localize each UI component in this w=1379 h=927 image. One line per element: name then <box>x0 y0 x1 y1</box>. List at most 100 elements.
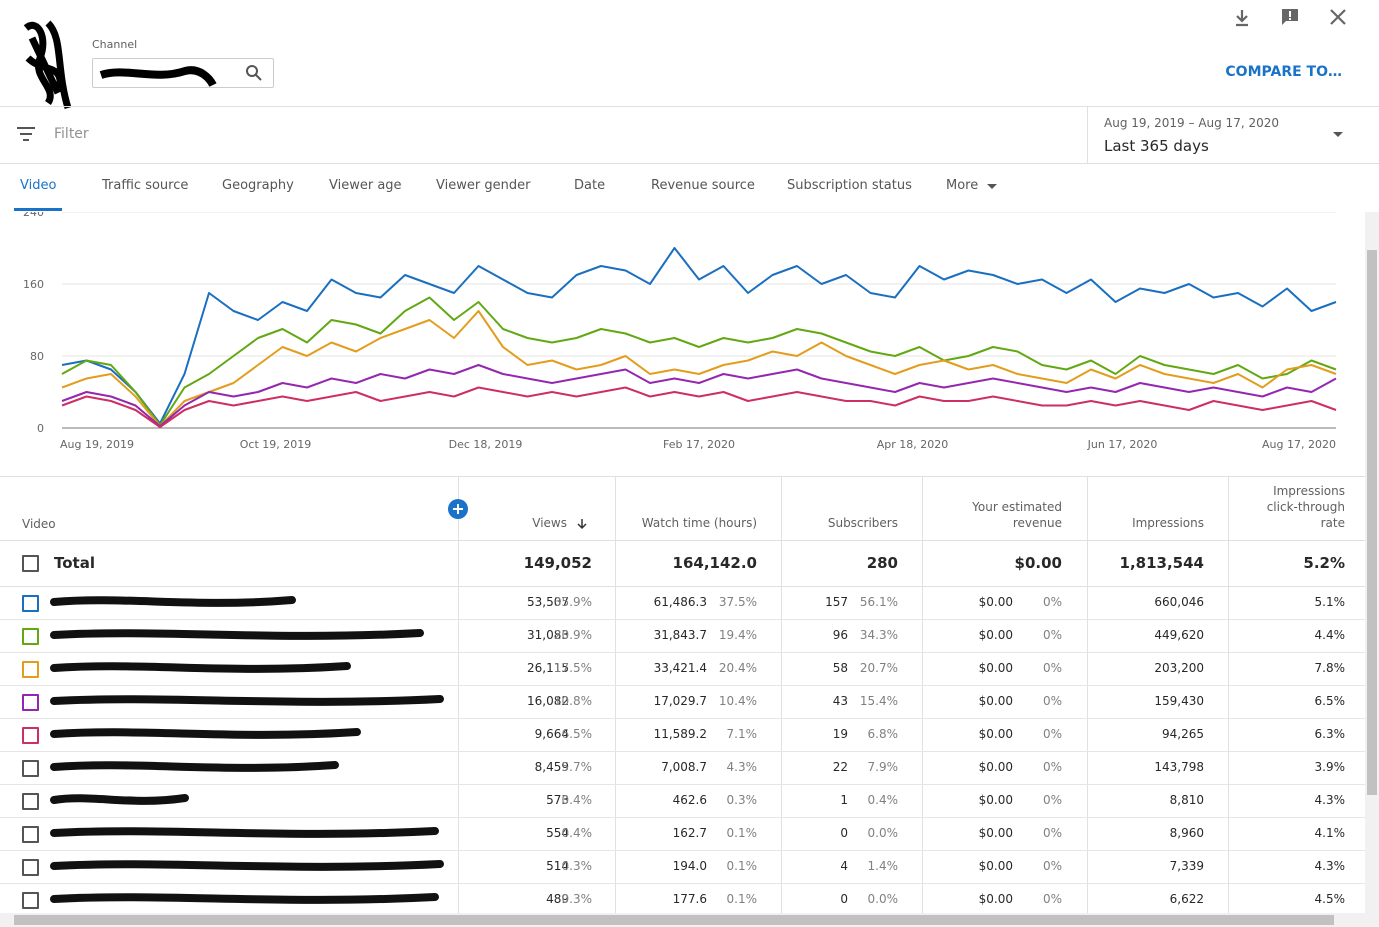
redaction <box>50 728 361 739</box>
checkbox[interactable] <box>22 826 39 843</box>
arrow <box>987 184 997 189</box>
total-label: Total <box>54 554 95 572</box>
video-title-redacted[interactable] <box>50 656 450 682</box>
column-header[interactable]: Watch time (hours) <box>641 516 757 530</box>
cell-value: 58 <box>832 661 848 675</box>
tab[interactable]: More <box>946 178 979 193</box>
total-value: 1,813,544 <box>1119 554 1204 572</box>
video-title-redacted[interactable] <box>50 623 450 649</box>
checkbox[interactable] <box>22 661 39 678</box>
cell-value: $0.00 <box>978 694 1013 708</box>
cell-value: 8,960 <box>1169 826 1204 840</box>
more-arrow[interactable] <box>986 183 998 191</box>
search-icon[interactable] <box>245 64 263 82</box>
cell-value: $0.00 <box>978 760 1013 774</box>
cell-value: $0.00 <box>978 727 1013 741</box>
period-select[interactable]: Last 365 days <box>1104 137 1209 155</box>
cell-percent: 37.5% <box>718 595 757 609</box>
video-title-redacted[interactable] <box>50 590 450 616</box>
filter-icon[interactable] <box>16 126 36 142</box>
cell-value: 11,589.2 <box>653 727 707 741</box>
cell-value: $0.00 <box>978 826 1013 840</box>
cell-value: $0.00 <box>978 628 1013 642</box>
cell-value: 31,083 <box>527 628 569 642</box>
divider <box>0 476 1365 477</box>
y-tick-label: 80 <box>30 350 44 363</box>
cell-value: 17,029.7 <box>653 694 707 708</box>
cell-value: 7,008.7 <box>661 760 707 774</box>
horizontal-scrollbar[interactable] <box>0 913 1365 927</box>
cell-percent: 6.5% <box>561 727 593 741</box>
cell-value: 203,200 <box>1154 661 1204 675</box>
total-value: $0.00 <box>1014 554 1062 572</box>
tab[interactable]: Date <box>574 178 606 193</box>
cell-value: $0.00 <box>978 793 1013 807</box>
tab[interactable]: Traffic source <box>102 178 189 193</box>
download-icon[interactable] <box>1232 8 1252 28</box>
cell-value: 514 <box>546 859 569 873</box>
feedback-icon[interactable] <box>1280 7 1300 27</box>
divider <box>0 163 1379 164</box>
cell-value: 16,082 <box>527 694 569 708</box>
cell-value: 0 <box>840 826 848 840</box>
sort-arrow[interactable] <box>576 518 588 530</box>
checkbox[interactable] <box>22 628 39 645</box>
video-title-redacted[interactable] <box>50 887 450 913</box>
cell-percent: 0% <box>1042 760 1062 774</box>
checkbox[interactable] <box>22 727 39 744</box>
checkbox[interactable] <box>22 760 39 777</box>
cell-value: 4 <box>840 859 848 873</box>
cell-value: 4.1% <box>1314 826 1346 840</box>
cell-percent: 7.1% <box>726 727 758 741</box>
video-title-redacted[interactable] <box>50 755 450 781</box>
video-title-redacted[interactable] <box>50 788 450 814</box>
checkbox[interactable] <box>22 859 39 876</box>
video-title-redacted[interactable] <box>50 722 450 748</box>
column-divider <box>1228 477 1229 913</box>
divider <box>0 540 1365 541</box>
scroll-thumb[interactable] <box>1367 250 1377 795</box>
channel-search[interactable] <box>92 58 274 88</box>
dropdown-arrow[interactable] <box>1332 131 1344 139</box>
cell-percent: 0% <box>1042 826 1062 840</box>
column-header[interactable]: Subscribers <box>827 516 898 530</box>
channel-label: Channel <box>92 38 138 51</box>
x-tick-label: Jun 17, 2020 <box>1087 438 1158 451</box>
checkbox[interactable] <box>22 892 39 909</box>
tab[interactable]: Subscription status <box>787 178 912 193</box>
add-metric-button[interactable] <box>447 498 469 520</box>
checkbox[interactable] <box>22 694 39 711</box>
cell-value: 177.6 <box>672 892 707 906</box>
cell-value: 554 <box>546 826 569 840</box>
checkbox[interactable] <box>22 555 39 572</box>
cell-value: 5.1% <box>1314 595 1346 609</box>
tab[interactable]: Viewer gender <box>436 178 531 193</box>
close-icon[interactable] <box>1328 7 1348 27</box>
tab[interactable]: Geography <box>222 178 294 193</box>
checkbox[interactable] <box>22 595 39 612</box>
cell-percent: 35.9% <box>553 595 592 609</box>
cell-value: 0 <box>840 892 848 906</box>
column-header[interactable]: Impressions click-through rate <box>1266 484 1345 530</box>
cell-value: 157 <box>825 595 848 609</box>
cell-value: 462.6 <box>672 793 707 807</box>
column-header[interactable]: Views <box>532 516 567 530</box>
checkbox[interactable] <box>22 793 39 810</box>
scroll-thumb[interactable] <box>14 915 1334 925</box>
total-value: 149,052 <box>523 554 592 572</box>
video-title-redacted[interactable] <box>50 821 450 847</box>
column-header[interactable]: Impressions <box>1132 516 1204 530</box>
cell-value: 6.5% <box>1314 694 1346 708</box>
video-title-redacted[interactable] <box>50 854 450 880</box>
column-header[interactable]: Your estimated revenue <box>972 500 1062 530</box>
filter-input[interactable]: Filter <box>54 126 89 142</box>
channel-name-redacted <box>99 66 217 87</box>
cell-percent: 0% <box>1042 628 1062 642</box>
vertical-scrollbar[interactable] <box>1365 212 1379 927</box>
compare-button[interactable]: COMPARE TO… <box>1225 64 1342 80</box>
tab[interactable]: Viewer age <box>329 178 402 193</box>
tab[interactable]: Video <box>20 178 57 193</box>
redaction <box>50 695 444 706</box>
video-title-redacted[interactable] <box>50 689 450 715</box>
tab[interactable]: Revenue source <box>651 178 755 193</box>
